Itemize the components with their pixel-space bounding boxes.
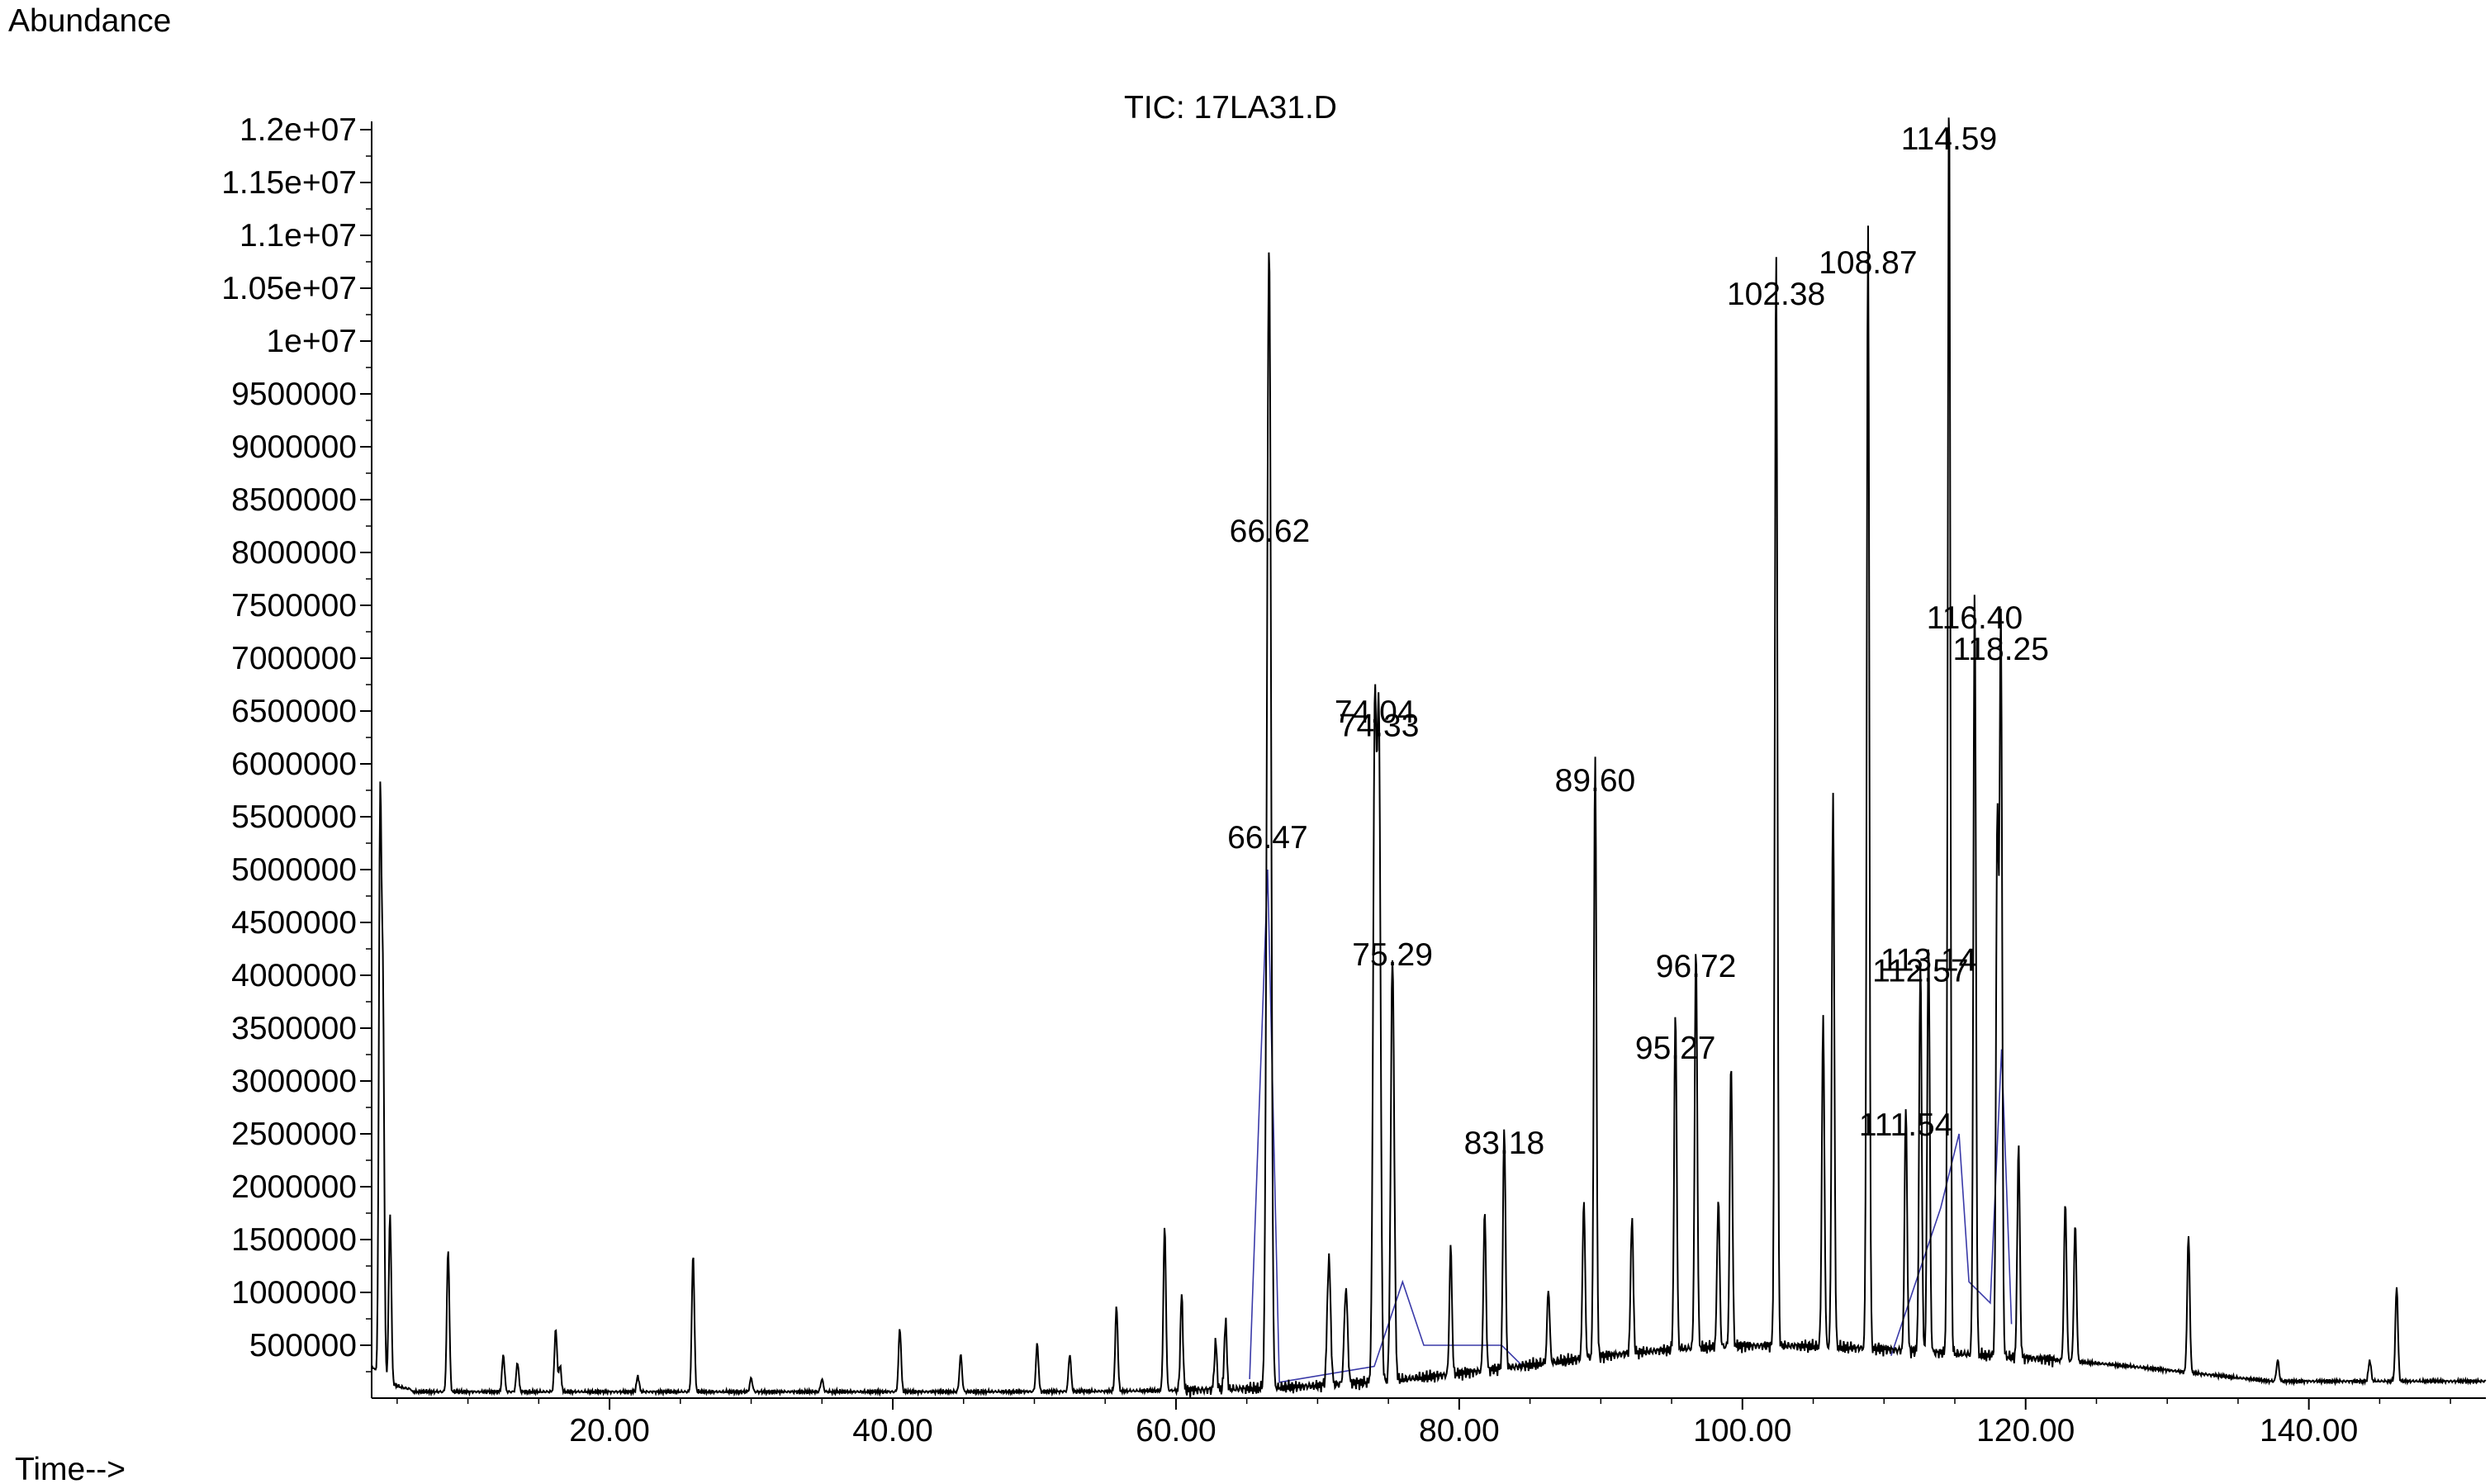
y-tick-label: 8500000	[231, 482, 357, 518]
peak-label: 75.29	[1352, 937, 1433, 973]
y-tick-label: 8000000	[231, 535, 357, 571]
peak-label: 66.62	[1230, 514, 1311, 549]
peak-label: 89.60	[1555, 763, 1636, 799]
y-tick-label: 6000000	[231, 747, 357, 782]
y-axis-ticks: 500000 1000000 1500000 2000000 2500000 300000…	[221, 112, 372, 1373]
peak-label: 118.25	[1953, 632, 2049, 667]
y-tick-label: 2000000	[231, 1169, 357, 1205]
y-tick-label: 7500000	[231, 588, 357, 623]
y-tick-label: 4500000	[231, 905, 357, 941]
y-tick-label: 1e+07	[266, 324, 357, 359]
tic-trace	[371, 117, 2487, 1398]
peak-label: 66.47	[1227, 820, 1308, 856]
x-tick-label: 100.00	[1693, 1413, 1791, 1448]
x-tick-label: 80.00	[1419, 1413, 1500, 1448]
y-tick-label: 4000000	[231, 958, 357, 993]
x-tick-label: 60.00	[1136, 1413, 1217, 1448]
peak-label: 96.72	[1656, 949, 1737, 984]
y-tick-label: 9500000	[231, 377, 357, 412]
x-tick-label: 140.00	[2260, 1413, 2358, 1448]
y-tick-label: 5000000	[231, 852, 357, 888]
y-tick-label: 3000000	[231, 1064, 357, 1099]
y-tick-label: 1.05e+07	[221, 271, 357, 306]
x-tick-label: 20.00	[569, 1413, 650, 1448]
peak-label: 112.57	[1872, 953, 1968, 989]
y-tick-label: 1000000	[231, 1275, 357, 1311]
y-tick-label: 9000000	[231, 429, 357, 465]
y-tick-label: 1.1e+07	[240, 218, 357, 254]
y-tick-label: 1.15e+07	[221, 165, 357, 201]
peak-label: 113.14	[1881, 943, 1976, 979]
y-tick-label: 3500000	[231, 1011, 357, 1046]
chart-title: TIC: 17LA31.D	[1124, 90, 1337, 126]
y-tick-label: 1500000	[231, 1222, 357, 1258]
y-tick-label: 2500000	[231, 1117, 357, 1152]
x-tick-label: 120.00	[1976, 1413, 2075, 1448]
y-tick-label: 500000	[249, 1328, 357, 1363]
y-axis-label: Abundance	[8, 3, 171, 39]
peak-label: 111.54	[1859, 1107, 1953, 1143]
y-tick-label: 6500000	[231, 694, 357, 729]
axes	[371, 121, 2486, 1399]
x-tick-label: 40.00	[852, 1413, 933, 1448]
peak-label: 83.18	[1464, 1126, 1545, 1161]
peak-label: 108.87	[1819, 245, 1917, 281]
peak-label: 95.27	[1635, 1031, 1716, 1066]
y-tick-label: 1.2e+07	[240, 112, 357, 148]
peak-label: 74.04	[1335, 695, 1416, 730]
y-tick-label: 5500000	[231, 799, 357, 835]
x-axis-label: Time-->	[15, 1452, 126, 1484]
peak-label: 114.59	[1901, 121, 1997, 157]
peak-label: 74.33	[1339, 708, 1420, 743]
peak-label: 116.40	[1927, 600, 2023, 636]
y-tick-label: 7000000	[231, 641, 357, 676]
peak-label: 102.38	[1727, 277, 1825, 312]
x-axis-ticks: 20.00 40.00 60.00 80.00 100.00 120.00 140.00	[396, 1398, 2451, 1448]
